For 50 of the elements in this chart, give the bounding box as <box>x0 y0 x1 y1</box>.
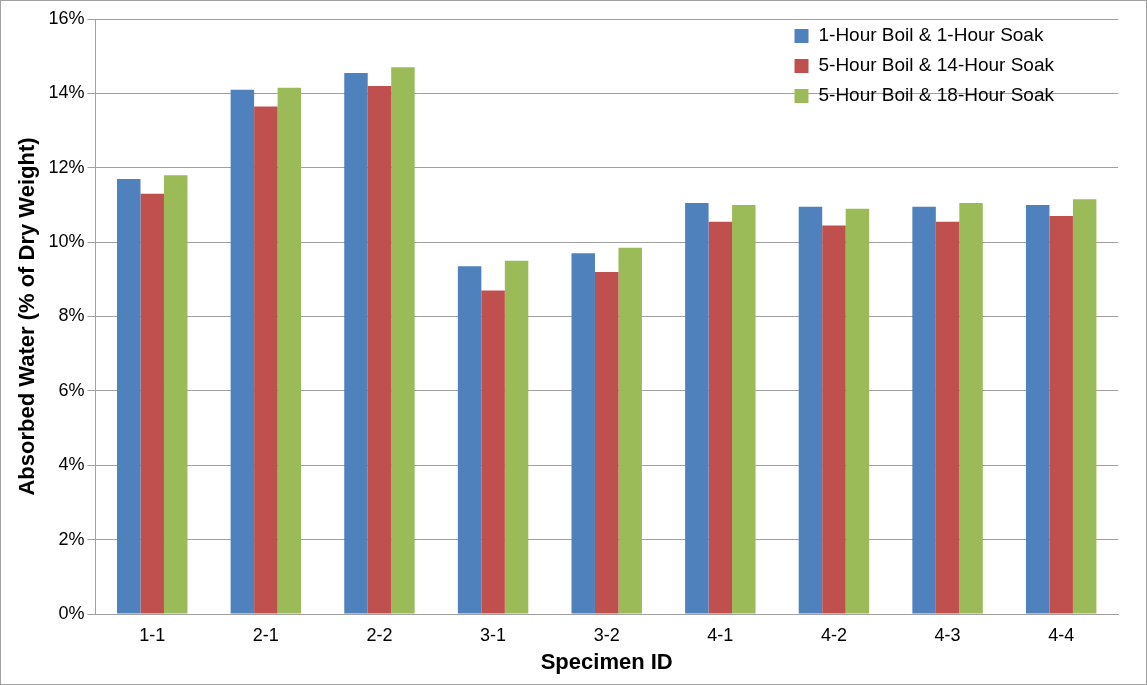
legend-label: 5-Hour Boil & 18-Hour Soak <box>818 84 1055 106</box>
bar <box>230 89 255 614</box>
y-tick-label: 2% <box>58 528 85 549</box>
bar <box>504 260 529 614</box>
bar <box>708 221 733 614</box>
bar <box>1072 199 1097 614</box>
bar <box>117 178 141 614</box>
y-tick-label: 10% <box>48 231 85 252</box>
bar <box>391 67 415 614</box>
x-axis-title: Specimen ID <box>540 648 673 674</box>
y-tick-label: 8% <box>58 305 85 326</box>
x-tick-label: 2-1 <box>252 624 279 645</box>
bar <box>140 193 164 614</box>
bar <box>344 72 368 614</box>
bar <box>618 247 642 614</box>
legend-label: 5-Hour Boil & 14-Hour Soak <box>818 54 1055 76</box>
bar <box>277 87 302 614</box>
legend-label: 1-Hour Boil & 1-Hour Soak <box>818 24 1044 46</box>
bar <box>571 253 595 614</box>
bar <box>254 106 278 614</box>
bar <box>1025 204 1050 614</box>
x-tick-label: 2-2 <box>366 624 393 645</box>
bar <box>912 206 936 614</box>
x-tick-label: 1-1 <box>139 624 166 645</box>
bar <box>163 175 188 614</box>
bar <box>798 206 823 614</box>
y-tick-label: 4% <box>58 454 85 475</box>
bar <box>685 203 709 614</box>
bar <box>845 208 870 614</box>
y-tick-label: 0% <box>58 602 85 623</box>
bar <box>1049 216 1073 614</box>
x-tick-label: 4-3 <box>934 624 961 645</box>
y-tick-label: 6% <box>58 379 85 400</box>
y-tick-label: 16% <box>48 7 85 28</box>
bar <box>732 204 756 614</box>
x-tick-label: 4-1 <box>707 624 734 645</box>
bar <box>481 290 505 614</box>
y-axis-title: Absorbed Water (% of Dry Weight) <box>14 137 40 496</box>
y-tick-label: 12% <box>48 156 85 177</box>
bar <box>822 225 846 614</box>
bar <box>594 271 619 614</box>
x-tick-label: 4-4 <box>1048 624 1075 645</box>
x-tick-label: 4-2 <box>820 624 847 645</box>
y-tick-label: 14% <box>48 82 85 103</box>
x-tick-label: 3-2 <box>593 624 620 645</box>
bar <box>959 203 983 614</box>
bar <box>457 266 482 614</box>
bar <box>935 221 960 614</box>
x-tick-label: 3-1 <box>480 624 507 645</box>
bar <box>367 85 392 614</box>
